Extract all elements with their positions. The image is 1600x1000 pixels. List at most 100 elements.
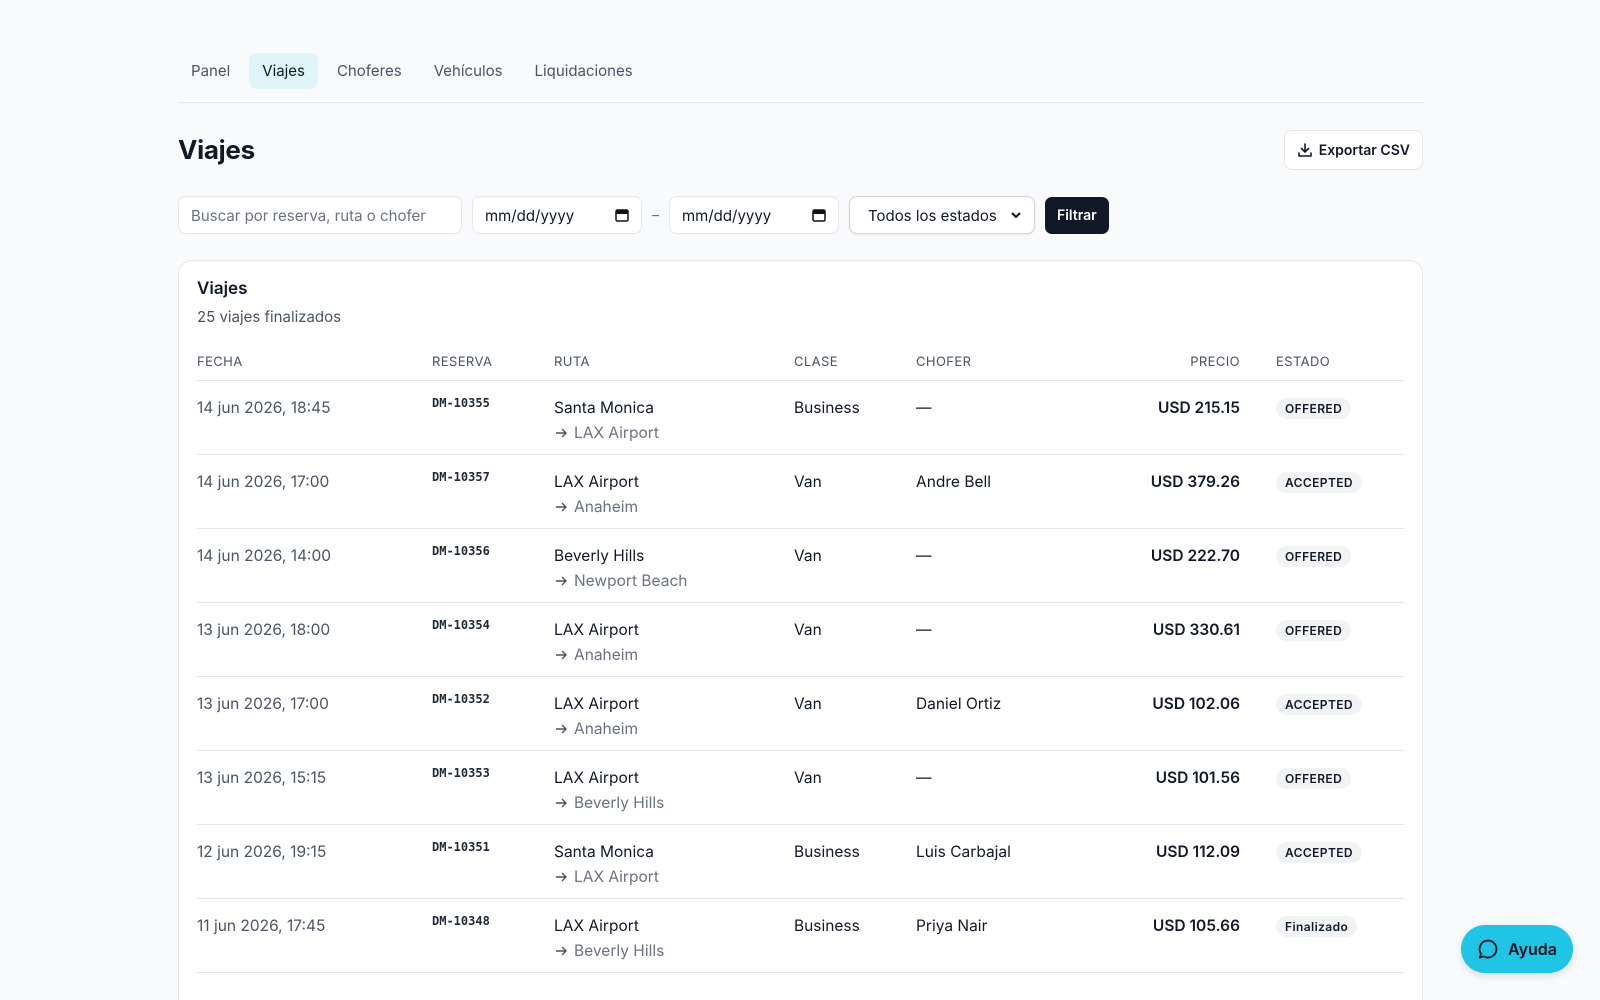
route-destination-name: Anaheim [574,719,639,738]
trip-date: 11 jun 2026, 17:45 [197,899,432,973]
status-badge: ACCEPTED [1276,842,1362,863]
tab-bar: Panel Viajes Choferes Vehículos Liquidacione… [178,0,1423,103]
trip-date: 13 jun 2026, 15:15 [197,751,432,825]
trip-date: 12 jun 2026, 19:15 [197,825,432,899]
chevron-icon [1011,212,1021,219]
status-badge: OFFERED [1276,620,1352,641]
route-destination: LAX Airport [554,423,794,442]
nav-tab[interactable]: Viajes [249,53,318,89]
trip-date: 13 jun 2026, 17:00 [197,677,432,751]
driver: — [916,529,1108,603]
route-cell: Santa Monica LAX Airport [554,825,794,899]
route-destination-name: LAX Airport [574,423,659,442]
price: USD 102.06 [1108,677,1258,751]
search-input[interactable]: Buscar por reserva, ruta o chofer [178,196,462,234]
route-destination-name: Anaheim [574,497,639,516]
status-cell: ACCEPTED [1258,825,1405,899]
route-origin: Santa Monica [554,398,654,417]
driver: Andre Bell [916,455,1108,529]
trip-class: Business [794,381,916,455]
price: USD 112.09 [1108,825,1258,899]
route-destination: Beverly Hills [554,793,794,812]
column-header: PRECIO [1108,326,1258,381]
nav-tab[interactable]: Vehículos [433,61,503,80]
booking-code: DM-10355 [432,381,554,455]
route-cell: LAX Airport Anaheim [554,603,794,677]
price: USD 105.66 [1108,899,1258,973]
route-origin: LAX Airport [554,694,639,713]
export-button[interactable]: Exportar CSV [1283,130,1423,170]
booking-code: DM-10351 [432,825,554,899]
page-title: Viajes [178,134,255,166]
route-origin: Beverly Hills [554,546,645,565]
driver: — [916,751,1108,825]
nav-tab[interactable]: Panel [191,61,231,80]
price: USD 379.26 [1108,455,1258,529]
date-from-placeholder: mm/dd/yyyy [485,205,575,225]
filters: Buscar por reserva, ruta o chofer mm/dd/… [178,196,1423,234]
main: Panel Viajes Choferes Vehículos Liquidacione… [178,0,1423,1000]
nav-tab[interactable]: Choferes [336,61,402,80]
route-destination: Beverly Hills [554,941,794,960]
trip-date: 14 jun 2026, 17:00 [197,455,432,529]
route-cell: LAX Airport Anaheim [554,455,794,529]
nav-tab[interactable]: Liquidaciones [534,61,633,80]
trip-class: Van [794,455,916,529]
status-cell: OFFERED [1258,751,1405,825]
route-cell: Santa Monica LAX Airport [554,381,794,455]
route-origin: Santa Monica [554,842,654,861]
arrow-icon [556,576,567,585]
route-cell: Beverly Hills Newport Beach [554,529,794,603]
status-badge: ACCEPTED [1276,472,1362,493]
trip-date: 14 jun 2026, 18:45 [197,381,432,455]
filter-button[interactable]: Filtrar [1045,196,1109,234]
status-badge: OFFERED [1276,768,1352,789]
status-cell: OFFERED [1258,603,1405,677]
booking-code: DM-10356 [432,529,554,603]
date-to-placeholder: mm/dd/yyyy [682,205,772,225]
help-label: Ayuda [1508,939,1557,959]
route-origin: LAX Airport [554,768,639,787]
calendar-icon [615,209,629,222]
price: USD 101.56 [1108,751,1258,825]
column-header: CHOFER [916,326,1108,381]
route-cell: LAX Airport Beverly Hills [554,751,794,825]
date-separator: – [652,206,659,224]
trip-date: 14 jun 2026, 14:00 [197,529,432,603]
status-cell: ACCEPTED [1258,455,1405,529]
arrow-icon [556,428,567,437]
help-button[interactable]: Ayuda [1461,925,1573,973]
status-cell: Finalizado [1258,899,1405,973]
date-from-input[interactable]: mm/dd/yyyy [472,196,642,234]
trip-class: Business [794,825,916,899]
status-select[interactable]: Todos los estados [849,196,1035,234]
route-destination: Anaheim [554,497,794,516]
trip-date: 13 jun 2026, 18:00 [197,603,432,677]
route-destination-name: Newport Beach [574,571,688,590]
arrow-icon [556,872,567,881]
driver: Daniel Ortiz [916,677,1108,751]
trip-class: Van [794,603,916,677]
trip-class: Van [794,677,916,751]
trip-class: Van [794,529,916,603]
route-origin: LAX Airport [554,620,639,639]
route-origin: LAX Airport [554,472,639,491]
booking-code: DM-10353 [432,751,554,825]
export-label: Exportar CSV [1318,141,1410,159]
route-destination-name: Beverly Hills [574,793,665,812]
date-to-input[interactable]: mm/dd/yyyy [669,196,839,234]
arrow-icon [556,650,567,659]
price: USD 222.70 [1108,529,1258,603]
route-destination: Newport Beach [554,571,794,590]
route-destination-name: LAX Airport [574,867,659,886]
status-cell: OFFERED [1258,529,1405,603]
card-subtitle: 25 viajes finalizados [197,307,342,326]
calendar-icon [812,209,826,222]
status-cell: ACCEPTED [1258,677,1405,751]
trips-card: Viajes 25 viajes finalizados FECHA RESERV… [178,260,1423,1000]
booking-code: DM-10348 [432,899,554,973]
status-badge: ACCEPTED [1276,694,1362,715]
driver: — [916,603,1108,677]
route-destination-name: Beverly Hills [574,941,665,960]
route-destination-name: Anaheim [574,645,639,664]
